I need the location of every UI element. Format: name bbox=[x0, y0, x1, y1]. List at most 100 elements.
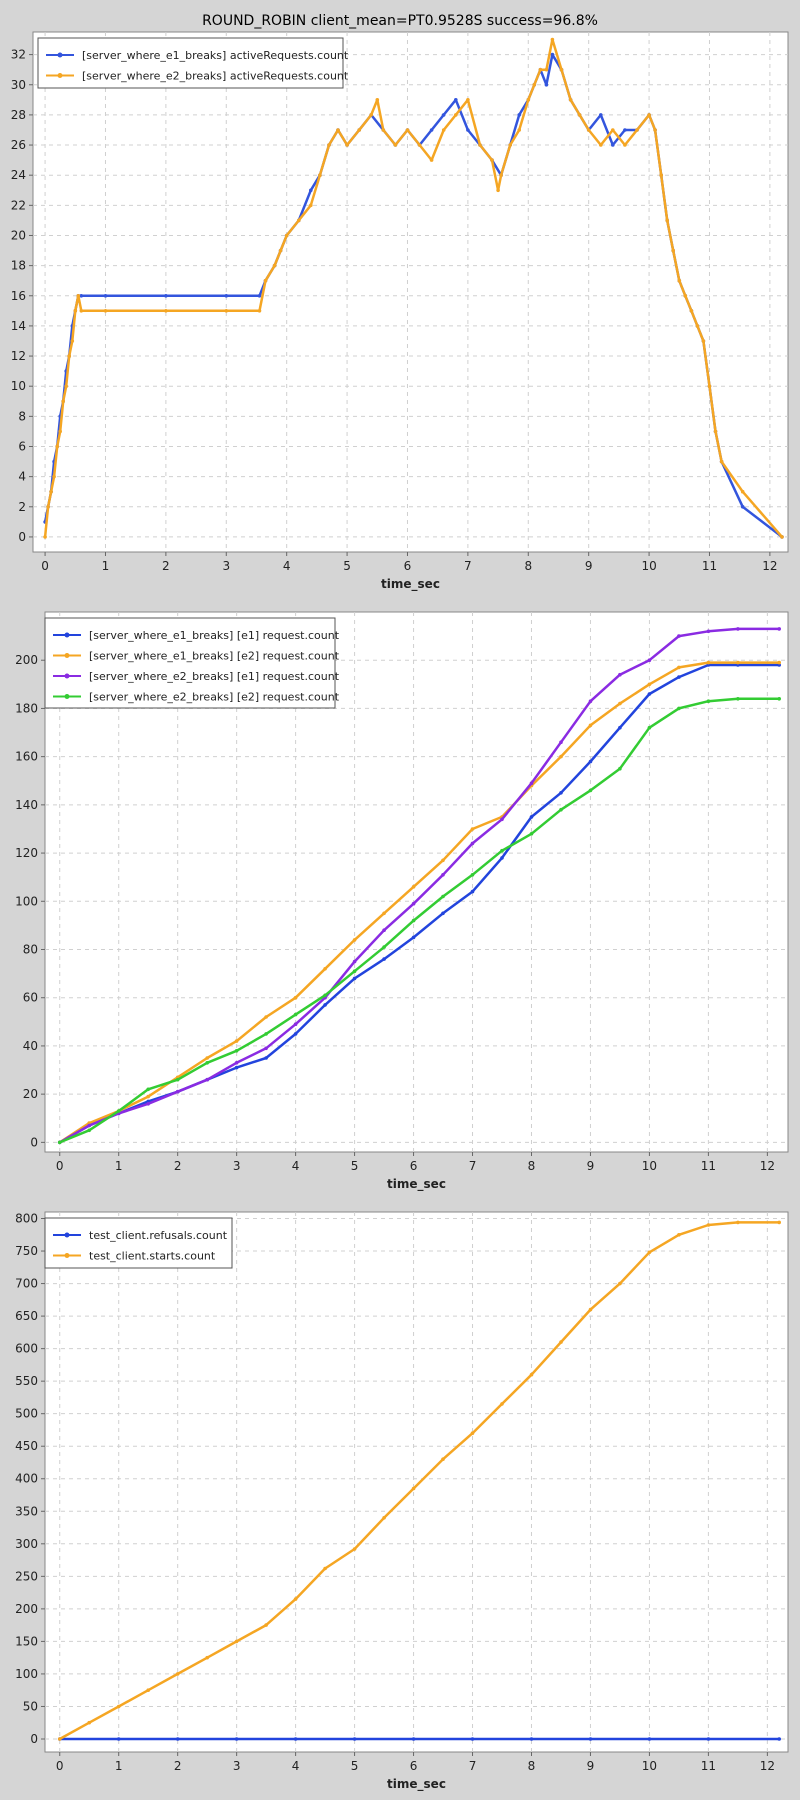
series-1-point bbox=[103, 294, 108, 298]
series-3-point bbox=[87, 1123, 91, 1128]
series-2-point bbox=[719, 459, 724, 464]
x-tick-label: 11 bbox=[702, 559, 717, 573]
series-2-point bbox=[568, 98, 573, 102]
series-1-point bbox=[611, 143, 615, 147]
series-2-point bbox=[205, 1655, 209, 1660]
series-2-point bbox=[73, 309, 78, 313]
series-2-point bbox=[257, 309, 262, 313]
y-tick-label: 0 bbox=[18, 530, 26, 544]
y-tick-label: 0 bbox=[30, 1135, 38, 1149]
legend-box bbox=[44, 617, 336, 709]
series-4-point bbox=[441, 894, 445, 899]
plot-area bbox=[32, 31, 789, 553]
series-4-point bbox=[146, 1087, 150, 1092]
legend-swatch-marker bbox=[64, 632, 70, 638]
y-tick-label: 500 bbox=[15, 1407, 38, 1421]
x-tick-label: 11 bbox=[701, 1759, 716, 1773]
chart-panel-1: 0 1 2 3 4 5 6 7 8 9 10 11 12024681012141618202224262… bbox=[11, 31, 789, 592]
series-4-point bbox=[87, 1128, 91, 1133]
series-2-point bbox=[635, 128, 639, 132]
series-3-point bbox=[352, 959, 357, 964]
series-2-point bbox=[695, 324, 700, 328]
series-2-point bbox=[70, 339, 75, 343]
series-2-point bbox=[588, 1307, 593, 1312]
series-2-point bbox=[677, 1233, 681, 1237]
series-4-point bbox=[323, 993, 327, 998]
series-2-point bbox=[677, 665, 681, 670]
series-1-point bbox=[264, 1056, 268, 1060]
series-2-point bbox=[429, 158, 434, 162]
y-tick-label: 24 bbox=[11, 168, 26, 182]
series-2-point bbox=[234, 1039, 239, 1043]
series-2-point bbox=[508, 143, 512, 147]
series-3-point bbox=[441, 873, 445, 877]
legend-label: [server_where_e1_breaks] activeRequests.… bbox=[82, 49, 349, 62]
series-2-point bbox=[327, 143, 331, 147]
series-2-point bbox=[352, 1547, 357, 1551]
series-2-point bbox=[61, 399, 65, 404]
x-tick-label: 9 bbox=[587, 1159, 595, 1173]
legend-swatch-marker bbox=[64, 673, 70, 679]
x-axis-label: time_sec bbox=[387, 1777, 446, 1792]
series-4-point bbox=[293, 1012, 298, 1017]
series-4-point bbox=[352, 969, 357, 973]
series-2-point bbox=[64, 384, 68, 389]
series-1-point bbox=[234, 1737, 239, 1741]
y-tick-label: 300 bbox=[15, 1537, 38, 1551]
series-1-point bbox=[164, 294, 168, 298]
series-4-point bbox=[500, 848, 504, 853]
y-tick-label: 800 bbox=[15, 1212, 38, 1226]
series-2-point bbox=[538, 67, 543, 72]
series-1-point bbox=[517, 113, 521, 117]
series-2-point bbox=[323, 967, 327, 971]
series-1-point bbox=[79, 294, 84, 298]
series-2-point bbox=[116, 1704, 121, 1709]
series-1-point bbox=[647, 692, 652, 696]
series-2-point bbox=[405, 128, 410, 132]
series-2-point bbox=[490, 158, 494, 162]
series-1-point bbox=[470, 1737, 475, 1741]
series-2-point bbox=[532, 83, 537, 87]
series-1-point bbox=[454, 98, 458, 102]
series-2-point bbox=[740, 489, 745, 494]
series-4-point bbox=[736, 697, 740, 701]
series-1-point bbox=[441, 113, 446, 117]
y-tick-label: 14 bbox=[11, 319, 26, 333]
series-1-point bbox=[175, 1737, 180, 1741]
series-4-point bbox=[529, 832, 534, 836]
series-2-point bbox=[780, 535, 784, 539]
series-2-point bbox=[284, 233, 289, 238]
series-2-point bbox=[736, 660, 740, 665]
x-tick-label: 5 bbox=[343, 559, 351, 573]
series-2-point bbox=[470, 1431, 475, 1435]
series-2-point bbox=[623, 143, 627, 147]
series-2-point bbox=[559, 67, 564, 72]
series-2-point bbox=[665, 218, 669, 223]
series-3-point bbox=[234, 1061, 239, 1065]
series-2-point bbox=[58, 429, 62, 434]
y-tick-label: 80 bbox=[23, 943, 38, 957]
series-1-point bbox=[588, 1737, 593, 1741]
y-tick-label: 60 bbox=[23, 991, 38, 1005]
series-4-point bbox=[559, 807, 563, 812]
series-2-point bbox=[46, 505, 50, 509]
y-tick-label: 650 bbox=[15, 1309, 38, 1323]
series-1-point bbox=[647, 1737, 652, 1741]
x-tick-label: 1 bbox=[115, 1159, 123, 1173]
x-tick-label: 10 bbox=[642, 1159, 657, 1173]
series-4-point bbox=[57, 1140, 62, 1145]
series-2-point bbox=[417, 143, 422, 147]
series-2-point bbox=[146, 1688, 150, 1692]
y-tick-label: 16 bbox=[11, 289, 26, 303]
series-2-point bbox=[293, 995, 298, 1000]
y-tick-label: 160 bbox=[15, 750, 38, 764]
series-2-point bbox=[175, 1672, 180, 1676]
series-4-point bbox=[470, 873, 475, 877]
series-4-point bbox=[588, 788, 593, 793]
series-2-point bbox=[297, 218, 301, 223]
y-tick-label: 32 bbox=[11, 48, 26, 62]
series-1-point bbox=[429, 128, 434, 132]
y-tick-label: 750 bbox=[15, 1244, 38, 1258]
series-2-point bbox=[52, 474, 56, 479]
series-1-point bbox=[257, 294, 262, 298]
